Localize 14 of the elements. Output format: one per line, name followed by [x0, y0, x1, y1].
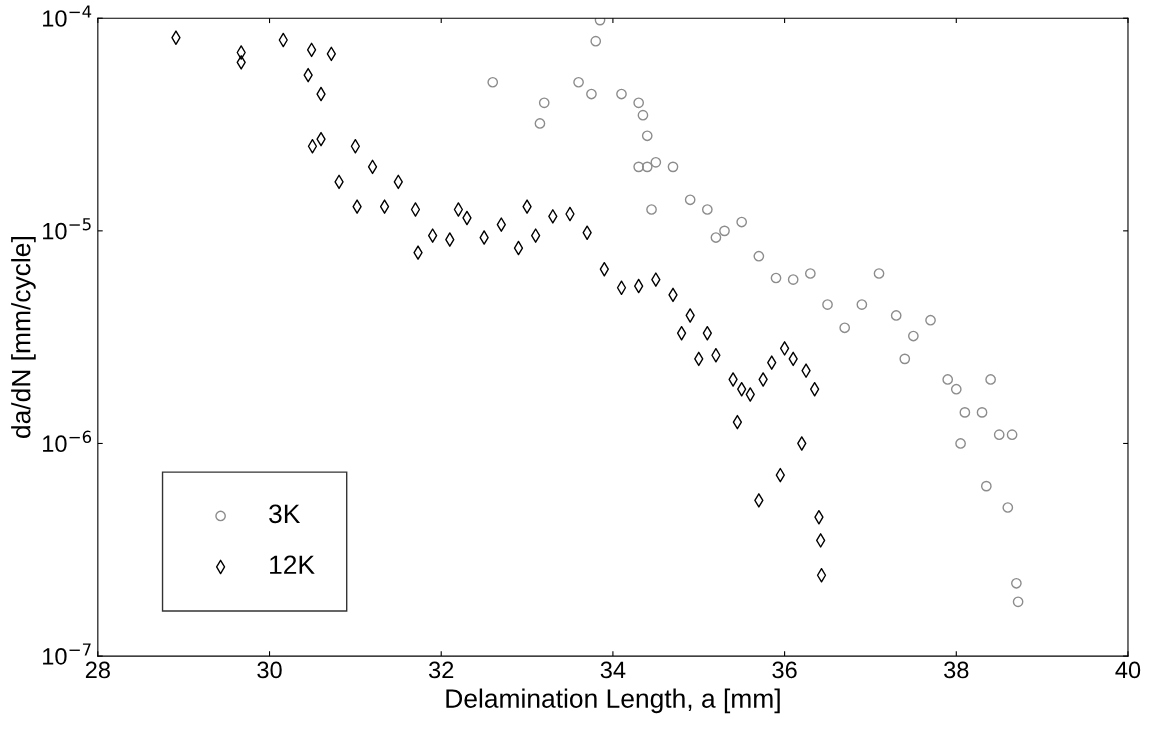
y-tick-label: 10$^{−5}$	[43, 218, 91, 240]
y-tick-label: 10$^{−4}$	[43, 5, 92, 27]
x-tick-label: 30	[257, 661, 282, 679]
x-tick-label: 38	[944, 661, 969, 679]
x-tick-label: 32	[428, 661, 454, 679]
legend-label: 3K	[269, 504, 301, 524]
x-tick-label: 28	[85, 661, 110, 679]
x-tick-label: 36	[772, 661, 797, 679]
y-axis-title: da/dN [mm/cycle]	[11, 237, 36, 438]
y-tick-label: 10$^{−6}$	[43, 430, 92, 453]
legend-label: 12K	[270, 555, 315, 574]
x-tick-label: 34	[600, 661, 626, 679]
x-axis-title: Delamination Length, a [mm]	[446, 688, 780, 714]
x-tick-label: 40	[1115, 661, 1141, 679]
